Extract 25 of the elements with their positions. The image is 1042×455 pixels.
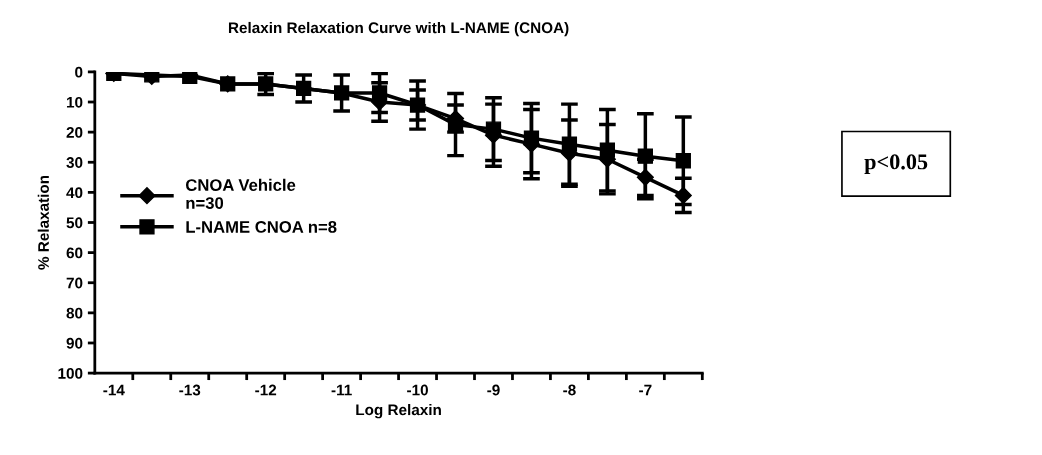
x-tick-label: -12 bbox=[255, 384, 277, 396]
y-tick-label: 60 bbox=[66, 247, 83, 259]
chart-title: Relaxin Relaxation Curve with L-NAME (CNOA) bbox=[228, 21, 569, 37]
y-tick-label: 40 bbox=[66, 187, 83, 199]
x-tick-label: -7 bbox=[639, 384, 652, 396]
y-tick-label: 10 bbox=[66, 96, 83, 108]
x-tick-label: -13 bbox=[179, 384, 201, 396]
x-tick-label: -11 bbox=[331, 384, 352, 396]
y-tick-label: 100 bbox=[58, 367, 83, 379]
y-tick-label: 80 bbox=[66, 307, 83, 319]
y-tick-label: 20 bbox=[66, 127, 83, 138]
y-tick-label: 30 bbox=[66, 157, 83, 168]
y-tick-label: 70 bbox=[66, 277, 83, 289]
legend-label: L-NAME CNOA n=8 bbox=[186, 221, 337, 233]
y-axis-title: % Relaxation bbox=[37, 175, 49, 270]
x-tick-label: -8 bbox=[563, 384, 576, 396]
y-tick-label: 50 bbox=[66, 217, 83, 229]
x-tick-label: -14 bbox=[103, 384, 125, 396]
x-tick-label: -9 bbox=[487, 384, 500, 396]
legend-label: CNOA Vehicle n=30 bbox=[185, 178, 296, 209]
y-tick-label: 0 bbox=[75, 66, 83, 78]
y-tick-label: 90 bbox=[66, 337, 83, 349]
text: p<0.05 bbox=[864, 154, 928, 174]
x-axis-title: Log Relaxin bbox=[356, 404, 441, 419]
x-tick-label: -10 bbox=[407, 384, 428, 396]
